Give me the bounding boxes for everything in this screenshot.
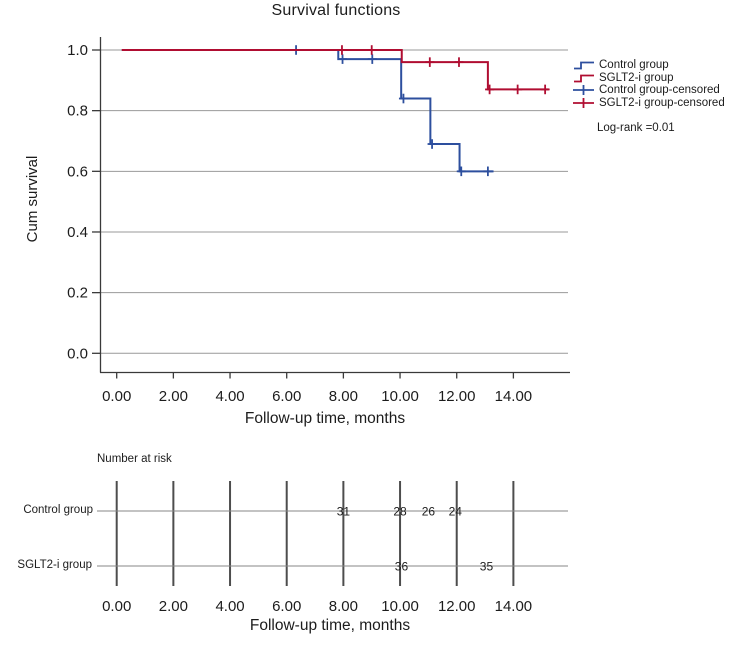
y-tick-label: 0.2 [67,285,88,302]
censor-mark [367,54,377,64]
legend-item: Control group [573,59,725,72]
censor-mark [338,54,348,64]
legend: Control group SGLT2-i group Control group-… [573,59,725,109]
x-tick-label: 4.00 [215,388,244,405]
control-group-curve [121,49,494,173]
censor-mark [337,45,347,55]
censor-mark [513,84,523,95]
x-tick-label: 2.00 [159,388,188,405]
legend-item-label: SGLT2-i group-censored [599,96,725,109]
x-tick-label: 0.00 [102,388,131,405]
censored-plus-icon [573,97,594,108]
x-tick-label: 6.00 [272,388,301,405]
step-line-icon [574,74,594,83]
risk-count: 35 [480,560,494,574]
x-tick-label: 14.00 [495,388,533,405]
y-tick-label: 0.8 [67,103,88,120]
legend-item: SGLT2-i group-censored [573,97,725,110]
y-axis-label: Cum survival [24,155,41,243]
censor-mark [456,166,466,177]
legend-item-label: SGLT2-i group [599,71,674,84]
chart-title: Survival functions [271,2,401,19]
risk-count: 24 [449,505,463,519]
y-tick-label: 0.6 [67,163,88,180]
legend-item-label: Control group-censored [599,84,720,97]
step-line-icon [574,61,594,70]
risk-x-tick-label: 2.00 [159,598,188,615]
censored-plus-icon [573,85,594,96]
y-tick-label: 0.4 [67,224,88,241]
risk-x-tick-label: 6.00 [272,598,301,615]
risk-row-label-control: Control group [23,504,93,516]
censor-mark [367,45,377,55]
risk-x-tick-label: 10.00 [381,598,419,615]
x-tick-label: 12.00 [438,388,476,405]
legend-item: Control group-censored [573,84,725,97]
legend-item: SGLT2-i group [573,72,725,85]
risk-x-tick-label: 12.00 [438,598,476,615]
censor-mark [398,93,408,104]
risk-x-tick-label: 14.00 [495,598,533,615]
censor-mark [454,57,464,67]
risk-count: 26 [422,505,436,519]
x-axis-label: Follow-up time, months [244,410,406,427]
risk-x-axis-label: Follow-up time, months [249,617,411,634]
risk-table-header: Number at risk [97,453,172,465]
risk-row-label-sglt2i: SGLT2-i group [17,559,92,571]
censor-mark [425,57,435,67]
risk-x-tick-label: 8.00 [329,598,358,615]
risk-count: 28 [393,505,407,519]
y-tick-label: 0.0 [67,345,88,362]
sglt2-i-group-curve [121,49,549,91]
censor-mark [540,84,550,95]
censor-mark [427,139,437,149]
x-tick-label: 8.00 [329,388,358,405]
risk-count: 36 [395,560,409,574]
risk-count: 31 [337,505,351,519]
risk-x-tick-label: 0.00 [102,598,131,615]
legend-item-label: Control group [599,59,669,72]
y-tick-label: 1.0 [67,42,88,59]
risk-x-tick-label: 4.00 [215,598,244,615]
censor-mark [485,84,495,95]
log-rank-annotation: Log-rank =0.01 [597,122,675,134]
x-tick-label: 10.00 [381,388,419,405]
censor-mark [483,166,493,177]
